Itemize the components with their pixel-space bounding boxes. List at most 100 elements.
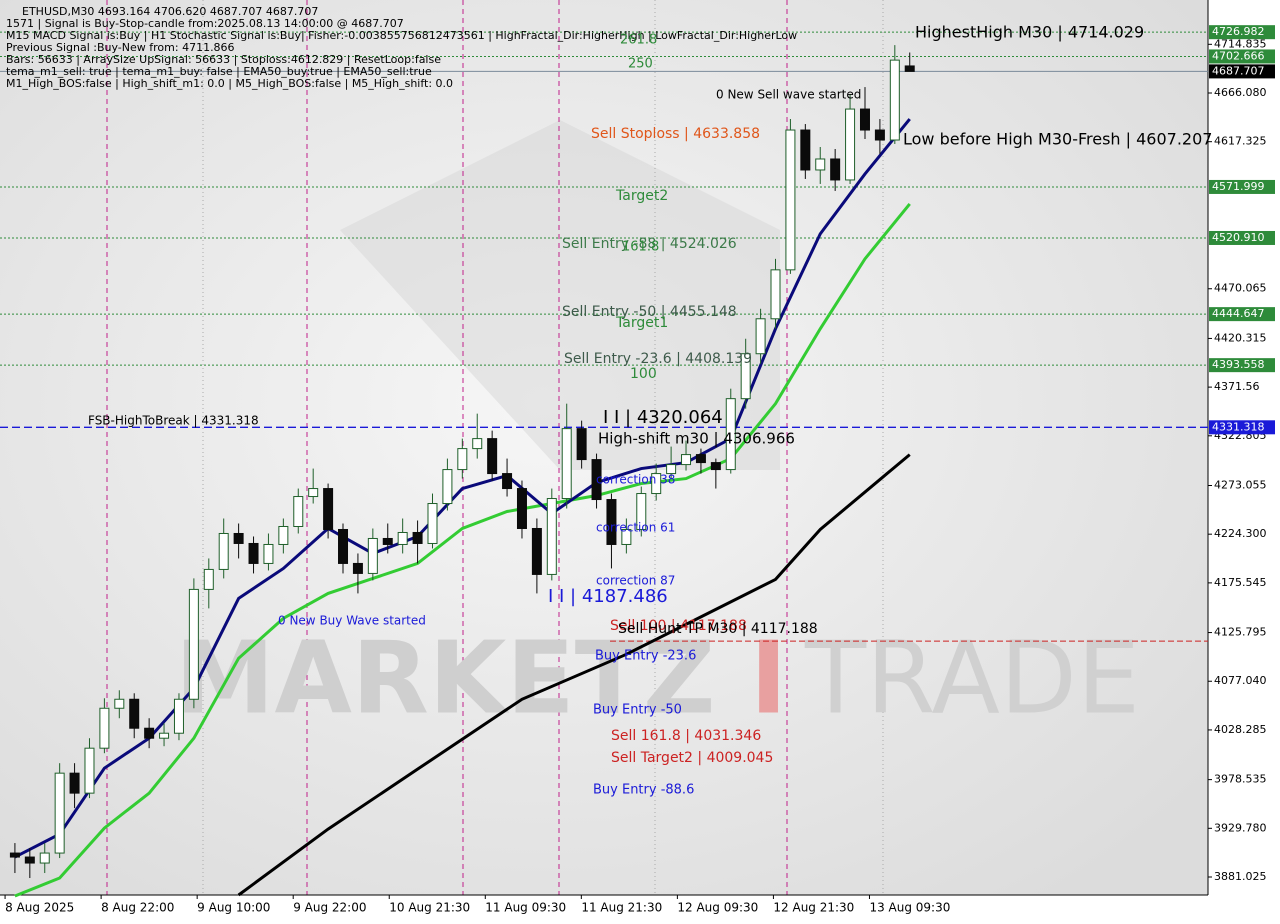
annotation: Sell Hunt TP M30 | 4117.188 — [618, 621, 818, 637]
annotation: Target1 — [615, 315, 668, 331]
candle-body — [382, 537, 393, 545]
y-tick-label: 4273.055 — [1214, 478, 1267, 491]
y-tick-label: 4420.315 — [1214, 331, 1267, 344]
level-label: 4331.318 — [1212, 420, 1265, 433]
annotation: correction 61 — [596, 521, 675, 535]
candle-body — [591, 459, 602, 501]
info-line: M1_High_BOS:false | High_shift_m1: 0.0 |… — [6, 77, 453, 90]
candle-body — [263, 543, 274, 564]
y-tick-label: 4470.065 — [1214, 282, 1267, 295]
level-box — [1209, 358, 1275, 373]
y-tick-label: 4666.080 — [1214, 86, 1267, 99]
candle-body — [487, 438, 498, 475]
candle-body — [636, 493, 647, 530]
annotation: Target2 — [615, 188, 668, 204]
candle-body — [889, 59, 900, 141]
annotation: Sell Entry -88 | 4524.026 — [562, 236, 737, 252]
x-tick-label: 12 Aug 09:30 — [677, 901, 758, 915]
x-tick-label: 11 Aug 09:30 — [485, 901, 566, 915]
watermark: I — [750, 619, 787, 736]
candle-body — [725, 398, 736, 471]
candle-body — [218, 532, 229, 570]
candle-body — [144, 727, 155, 739]
candle-body — [203, 568, 214, 590]
candle-body — [129, 698, 140, 729]
x-tick-label: 9 Aug 10:00 — [197, 901, 270, 915]
y-tick-label: 4371.56 — [1214, 380, 1260, 393]
level-label: 4571.999 — [1212, 180, 1265, 193]
level-box — [1209, 49, 1275, 64]
watermark-logo — [340, 120, 780, 470]
annotation: correction 38 — [596, 473, 675, 487]
candle-body — [338, 528, 349, 564]
candle-body — [54, 772, 65, 854]
candle-body — [323, 488, 334, 530]
candle-body — [188, 588, 199, 700]
plot — [0, 31, 1208, 898]
candle-body — [815, 158, 826, 171]
annotation: 250 — [628, 57, 653, 72]
candle-body — [651, 473, 662, 495]
annotation: Buy Entry -88.6 — [593, 783, 694, 798]
y-tick-label: 4077.040 — [1214, 674, 1267, 687]
candle-body — [785, 129, 796, 271]
annotation: 261.8 — [620, 33, 657, 48]
candle-body — [681, 454, 692, 466]
candle-body — [442, 469, 453, 505]
candle-body — [830, 158, 841, 181]
y-tick-label: 3881.025 — [1214, 870, 1267, 883]
candle-body — [457, 448, 468, 471]
labels: 4714.835 4666.080 4617.325 4470.065 4420.315… — [4, 5, 1275, 915]
annotation: High-shift m30 | 4306.966 — [598, 430, 795, 448]
x-tick-label: 8 Aug 2025 — [5, 901, 74, 915]
candle-body — [69, 772, 80, 794]
candle-body — [502, 473, 513, 490]
candle-body — [621, 528, 632, 545]
x-tick-label: 11 Aug 21:30 — [581, 901, 662, 915]
candle-body — [561, 428, 572, 500]
candle-body — [666, 464, 677, 475]
candle-body — [367, 537, 378, 574]
annotation: Buy Entry -23.6 — [595, 649, 696, 664]
level-box — [1209, 25, 1275, 40]
level-box — [1209, 179, 1275, 194]
moving-average — [14, 202, 911, 898]
annotation: Sell Stoploss | 4633.858 — [591, 126, 760, 142]
info-line: M15 MACD Signal is:Buy | H1 Stochastic S… — [6, 29, 797, 42]
annotation: correction 87 — [596, 574, 675, 588]
annotation: 0 New Buy Wave started — [278, 614, 426, 628]
level-label: 4687.707 — [1212, 64, 1265, 77]
info-line: ETHUSD,M30 4693.164 4706.620 4687.707 46… — [22, 5, 318, 18]
annotation: 161.8 — [622, 240, 659, 255]
candle-body — [740, 353, 751, 400]
moving-average — [14, 118, 911, 859]
level-label: 4520.910 — [1212, 231, 1265, 244]
candle-body — [293, 496, 304, 527]
candle-body — [845, 108, 856, 181]
candle-body — [576, 428, 587, 461]
candle-body — [800, 129, 811, 171]
x-tick-label: 13 Aug 09:30 — [869, 901, 950, 915]
level-box — [1209, 64, 1275, 79]
info-line: 1571 | Signal is Buy-Stop-candle from:20… — [6, 17, 404, 30]
annotation: Sell Entry -50 | 4455.148 — [562, 304, 737, 320]
level-box — [1209, 420, 1275, 435]
candle-body — [412, 531, 423, 544]
level-box — [1209, 230, 1275, 245]
candle-body — [99, 707, 110, 749]
level-label: 4444.647 — [1212, 307, 1265, 320]
annotation: 100 — [630, 366, 657, 382]
annotation: HighestHigh M30 | 4714.029 — [915, 23, 1144, 42]
candle-body — [39, 852, 50, 864]
candle-body — [710, 462, 721, 471]
x-tick-label: 9 Aug 22:00 — [293, 901, 366, 915]
candle-body — [352, 562, 363, 574]
annotation: 0 New Sell wave started — [716, 88, 861, 102]
y-tick-label: 3978.535 — [1214, 773, 1267, 786]
y-tick-label: 4617.325 — [1214, 135, 1267, 148]
candle-body — [859, 108, 870, 131]
candle-body — [24, 856, 35, 864]
candle-body — [427, 503, 438, 544]
moving-average — [237, 453, 911, 897]
